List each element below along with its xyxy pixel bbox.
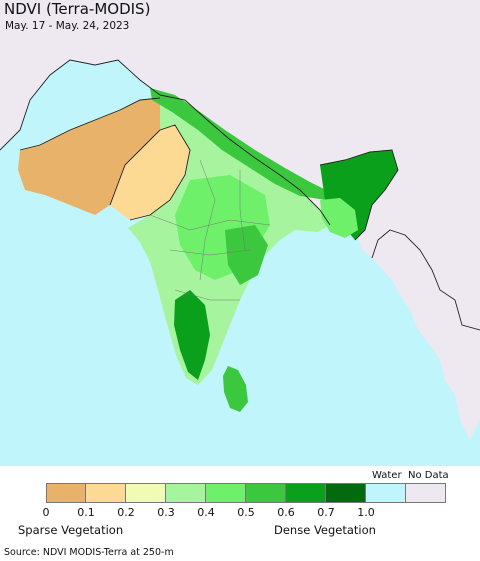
legend-swatch-8 <box>366 483 406 503</box>
legend-swatch-5 <box>246 483 286 503</box>
nodata-land-north <box>0 0 480 330</box>
legend-swatch-7 <box>326 483 366 503</box>
legend-water-label: Water <box>372 470 402 481</box>
sri-lanka <box>223 366 248 412</box>
legend-tick: 0 <box>42 506 50 519</box>
legend-tick: 0.6 <box>277 506 295 519</box>
legend-tick: 1.0 <box>357 506 375 519</box>
legend-swatches <box>46 483 446 503</box>
legend: Water No Data 0 0.1 0.2 0.3 0.4 0.5 0.6 0.7 1.0 … <box>0 466 480 561</box>
map-canvas <box>0 0 480 440</box>
bangladesh-region <box>320 198 358 238</box>
legend-swatch-9 <box>406 483 446 503</box>
legend-swatch-0 <box>46 483 86 503</box>
legend-dense-caption: Dense Vegetation <box>274 523 376 537</box>
state-borders <box>149 159 271 301</box>
legend-tick: 0.4 <box>197 506 215 519</box>
legend-swatch-4 <box>206 483 246 503</box>
legend-tick: 0.7 <box>317 506 335 519</box>
legend-swatch-2 <box>126 483 166 503</box>
legend-tick: 0.3 <box>157 506 175 519</box>
legend-swatch-1 <box>86 483 126 503</box>
legend-sparse-caption: Sparse Vegetation <box>18 523 124 537</box>
country-borders <box>0 59 480 331</box>
legend-tick: 0.5 <box>237 506 255 519</box>
western-ghats-dense <box>174 290 210 380</box>
himalaya-belt <box>150 88 330 200</box>
legend-tick: 0.2 <box>117 506 135 519</box>
source-note: Source: NDVI MODIS-Terra at 250-m <box>4 547 174 558</box>
map-title: NDVI (Terra-MODIS) <box>4 0 151 18</box>
legend-swatch-6 <box>286 483 326 503</box>
legend-nodata-label: No Data <box>408 470 449 481</box>
thar-region <box>110 125 190 220</box>
eastern-dense <box>225 225 268 285</box>
ndvi-map: NDVI (Terra-MODIS) May. 17 - May. 24, 20… <box>0 0 480 466</box>
nodata-land-southeast <box>372 230 480 440</box>
legend-tick: 0.1 <box>77 506 95 519</box>
legend-swatch-3 <box>166 483 206 503</box>
map-date-range: May. 17 - May. 24, 2023 <box>5 20 130 32</box>
arid-west-region <box>18 98 175 215</box>
